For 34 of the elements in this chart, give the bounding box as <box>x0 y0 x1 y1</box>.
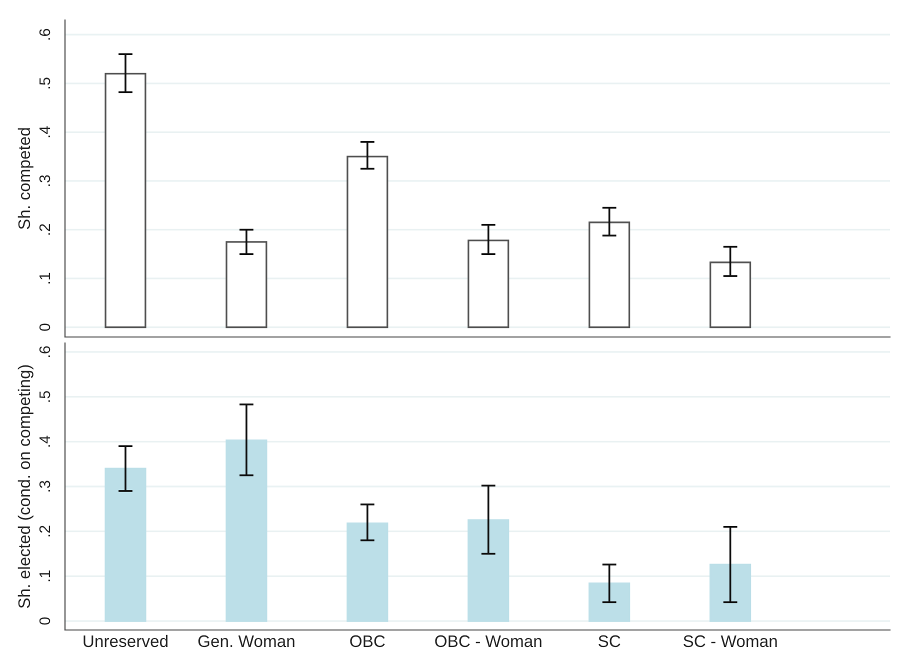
y-tick-label: 0 <box>39 324 50 331</box>
x-tick-label: Gen. Woman <box>198 635 294 648</box>
bar <box>588 582 630 622</box>
y-axis-title: Sh. competed <box>18 128 34 230</box>
bar <box>588 222 630 328</box>
bar <box>104 468 146 622</box>
y-tick-label: .6 <box>39 28 50 40</box>
x-tick-label: OBC <box>350 635 385 648</box>
x-tick-label: SC <box>598 635 620 648</box>
y-tick-label: .5 <box>40 391 50 402</box>
bar <box>346 522 388 622</box>
bar <box>710 564 752 622</box>
x-tick-label: OBC - Woman <box>435 635 542 648</box>
bar <box>710 262 752 328</box>
bar <box>226 241 268 328</box>
x-tick-label: Unreserved <box>84 634 168 648</box>
y-tick-label: 0 <box>39 617 50 625</box>
y-tick-label: .6 <box>39 346 50 357</box>
bar <box>104 72 146 328</box>
y-tick-label: .3 <box>39 175 50 186</box>
y-tick-label: .3 <box>39 480 50 492</box>
bar <box>346 156 388 328</box>
bar <box>468 519 510 622</box>
bar <box>226 439 268 622</box>
y-tick-label: .1 <box>40 570 50 582</box>
y-tick-label: .4 <box>40 126 50 138</box>
y-tick-label: .5 <box>40 78 50 88</box>
x-tick-label: SC - Woman <box>684 635 777 648</box>
bar <box>468 240 510 328</box>
y-tick-label: .4 <box>40 436 50 447</box>
y-axis-title: Sh. elected (cond. on competing) <box>18 365 34 608</box>
y-tick-label: .2 <box>39 526 50 536</box>
y-tick-label: .1 <box>40 272 50 284</box>
y-tick-label: .2 <box>39 224 50 235</box>
